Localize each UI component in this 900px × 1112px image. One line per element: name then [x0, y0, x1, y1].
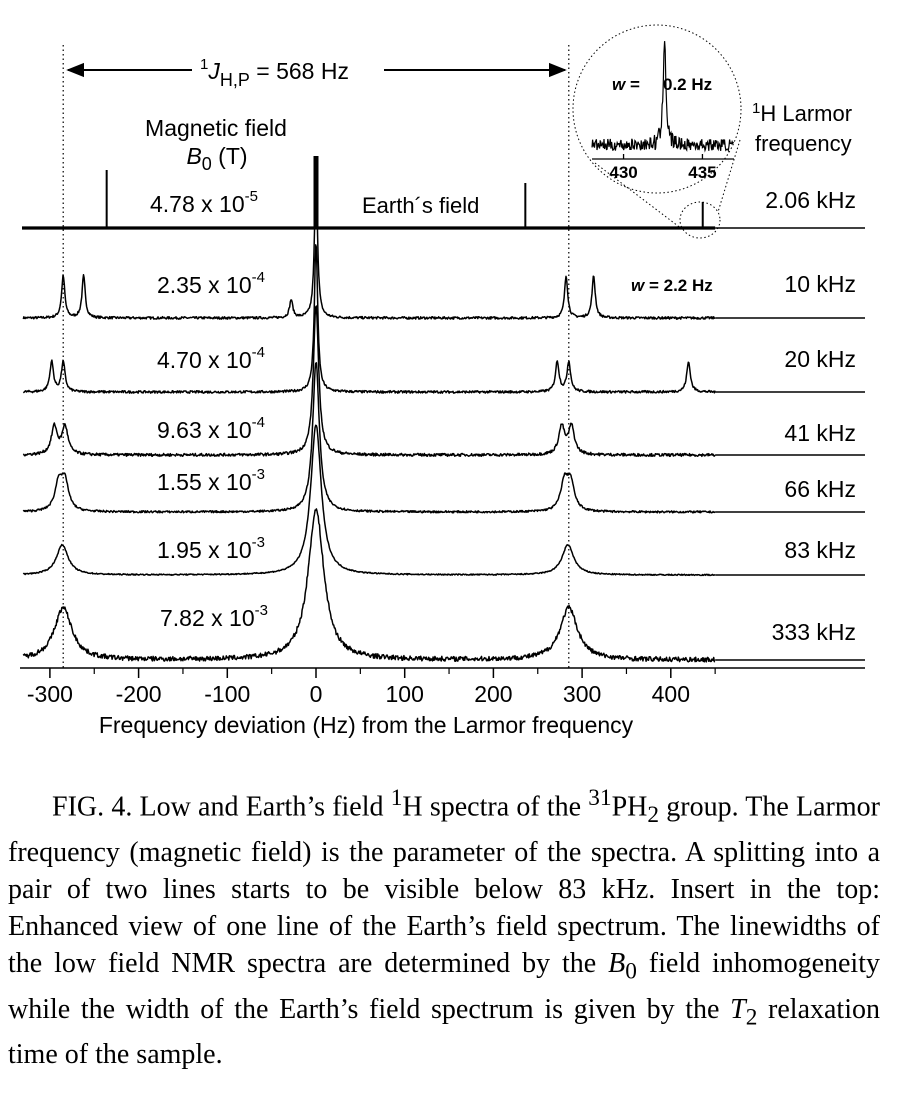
figure-caption: FIG. 4. Low and Earth’s field 1H spectra…	[8, 785, 880, 1071]
larmor-header: 1H Larmor	[752, 100, 852, 126]
field-value-label: 4.70 x 10-4	[157, 344, 265, 373]
field-value-label: 4.78 x 10-5	[150, 188, 258, 217]
inset-tick-label: 435	[688, 163, 716, 182]
nmr-spectra-figure: 1JH,P = 568 Hz Magnetic field B0 (T) 1H …	[20, 24, 865, 738]
larmor-frequency-label: 41 kHz	[784, 420, 856, 446]
x-tick-label: 300	[563, 681, 601, 707]
inset-magnifier	[572, 24, 742, 194]
larmor-frequency-label: 83 kHz	[784, 537, 856, 563]
spectrum-trace	[22, 424, 716, 577]
larmor-frequency-label: 10 kHz	[784, 271, 856, 297]
coupling-label: 1JH,P = 568 Hz	[200, 56, 349, 90]
inset-source-region	[679, 201, 721, 239]
inset-tick-label: 430	[609, 163, 637, 182]
field-header-symbol: B0 (T)	[186, 143, 247, 174]
x-tick-label: 0	[310, 681, 323, 707]
larmor-frequency-label: 2.06 kHz	[765, 187, 856, 213]
x-tick-label: -100	[204, 681, 250, 707]
field-value-label: 9.63 x 10-4	[157, 414, 265, 443]
earth-field-label: Earth´s field	[362, 193, 479, 218]
larmor-frequency-label: 66 kHz	[784, 476, 856, 502]
field-value-label: 1.95 x 10-3	[157, 534, 265, 563]
field-value-label: 1.55 x 10-3	[157, 466, 265, 495]
x-tick-label: -200	[116, 681, 162, 707]
inset-w-value: 0.2 Hz	[663, 75, 712, 94]
larmor-frequency-label: 333 kHz	[772, 619, 856, 645]
w-label-lowfield: w = 2.2 Hz	[631, 276, 713, 295]
x-axis-title: Frequency deviation (Hz) from the Larmor…	[99, 712, 634, 738]
inset-w-label: w =	[612, 75, 640, 94]
spectrum-trace	[22, 244, 716, 394]
x-tick-label: 200	[474, 681, 512, 707]
x-tick-label: 100	[386, 681, 424, 707]
inset-earth-field-line: 430 435 w = 0.2 Hz	[572, 24, 742, 239]
field-header: Magnetic field	[145, 115, 287, 141]
inset-trace	[591, 41, 734, 153]
spectrum-trace	[22, 169, 716, 320]
spectrum-trace	[22, 305, 716, 458]
larmor-header-2: frequency	[755, 131, 852, 156]
spectrum-trace	[22, 362, 716, 514]
larmor-frequency-label: 20 kHz	[784, 346, 856, 372]
x-tick-label: -300	[27, 681, 73, 707]
spectrum-trace	[22, 508, 716, 663]
x-tick-label: 400	[652, 681, 690, 707]
field-value-label: 2.35 x 10-4	[157, 269, 265, 298]
field-value-label: 7.82 x 10-3	[160, 602, 268, 631]
